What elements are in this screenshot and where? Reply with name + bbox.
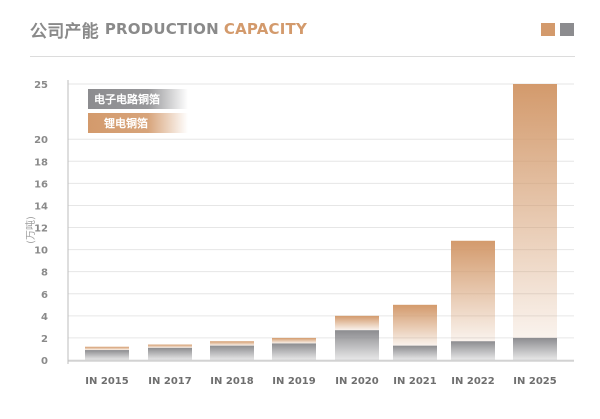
x-tick-label: IN 2019 xyxy=(272,376,315,387)
y-tick-label: 14 xyxy=(34,201,48,212)
title-production: PRODUCTION xyxy=(104,20,219,38)
copper-swatch-icon xyxy=(541,23,555,36)
bar-segment-circuit xyxy=(85,350,129,360)
chart-title: 公司产能 PRODUCTION CAPACITY xyxy=(30,14,307,44)
y-tick-label: 2 xyxy=(41,334,48,345)
bar-segment-circuit xyxy=(513,337,557,360)
y-tick-label: 18 xyxy=(34,157,48,168)
y-tick-label: 12 xyxy=(34,224,48,235)
title-capacity: CAPACITY xyxy=(223,20,308,38)
bar-segment-circuit xyxy=(272,343,316,360)
legend-swatch xyxy=(88,113,188,133)
legend-label: 锂电铜箔 xyxy=(104,116,148,130)
bar-segment-lithium xyxy=(210,341,254,346)
x-tick-label: IN 2021 xyxy=(393,376,436,387)
bar-segment-lithium xyxy=(393,304,437,346)
bar-segment-circuit xyxy=(393,345,437,360)
y-tick-label: 0 xyxy=(41,356,48,367)
bar-segment-circuit xyxy=(335,330,379,360)
legend-swatch xyxy=(88,89,188,109)
y-axis-label: (万吨) xyxy=(24,216,37,244)
header-divider xyxy=(30,56,575,57)
x-tick-label: IN 2020 xyxy=(335,376,378,387)
bar-segment-circuit xyxy=(210,345,254,360)
x-tick-label: IN 2022 xyxy=(451,376,494,387)
x-tick-label: IN 2018 xyxy=(210,376,253,387)
bar-segment-lithium xyxy=(85,346,129,351)
x-tick-label: IN 2015 xyxy=(85,376,128,387)
y-tick-label: 20 xyxy=(34,135,48,146)
y-tick-label: 16 xyxy=(34,179,48,190)
bar-segment-circuit xyxy=(451,341,495,360)
bar-segment-lithium xyxy=(272,337,316,344)
y-tick-label: 10 xyxy=(34,246,48,257)
bar-segment-lithium xyxy=(451,240,495,342)
title-chinese: 公司产能 xyxy=(30,21,99,42)
bar-segment-circuit xyxy=(148,347,192,360)
bar-segment-lithium xyxy=(513,84,557,338)
x-tick-label: IN 2025 xyxy=(513,376,556,387)
y-tick-label: 6 xyxy=(41,290,48,301)
gray-swatch-icon xyxy=(560,23,574,36)
y-tick-label: 25 xyxy=(34,80,48,91)
bar-segment-lithium xyxy=(335,315,379,331)
legend-label: 电子电路铜箔 xyxy=(94,92,160,106)
x-tick-label: IN 2017 xyxy=(148,376,191,387)
bar-segment-lithium xyxy=(148,344,192,348)
y-tick-label: 4 xyxy=(41,312,48,323)
y-tick-label: 8 xyxy=(41,268,48,279)
